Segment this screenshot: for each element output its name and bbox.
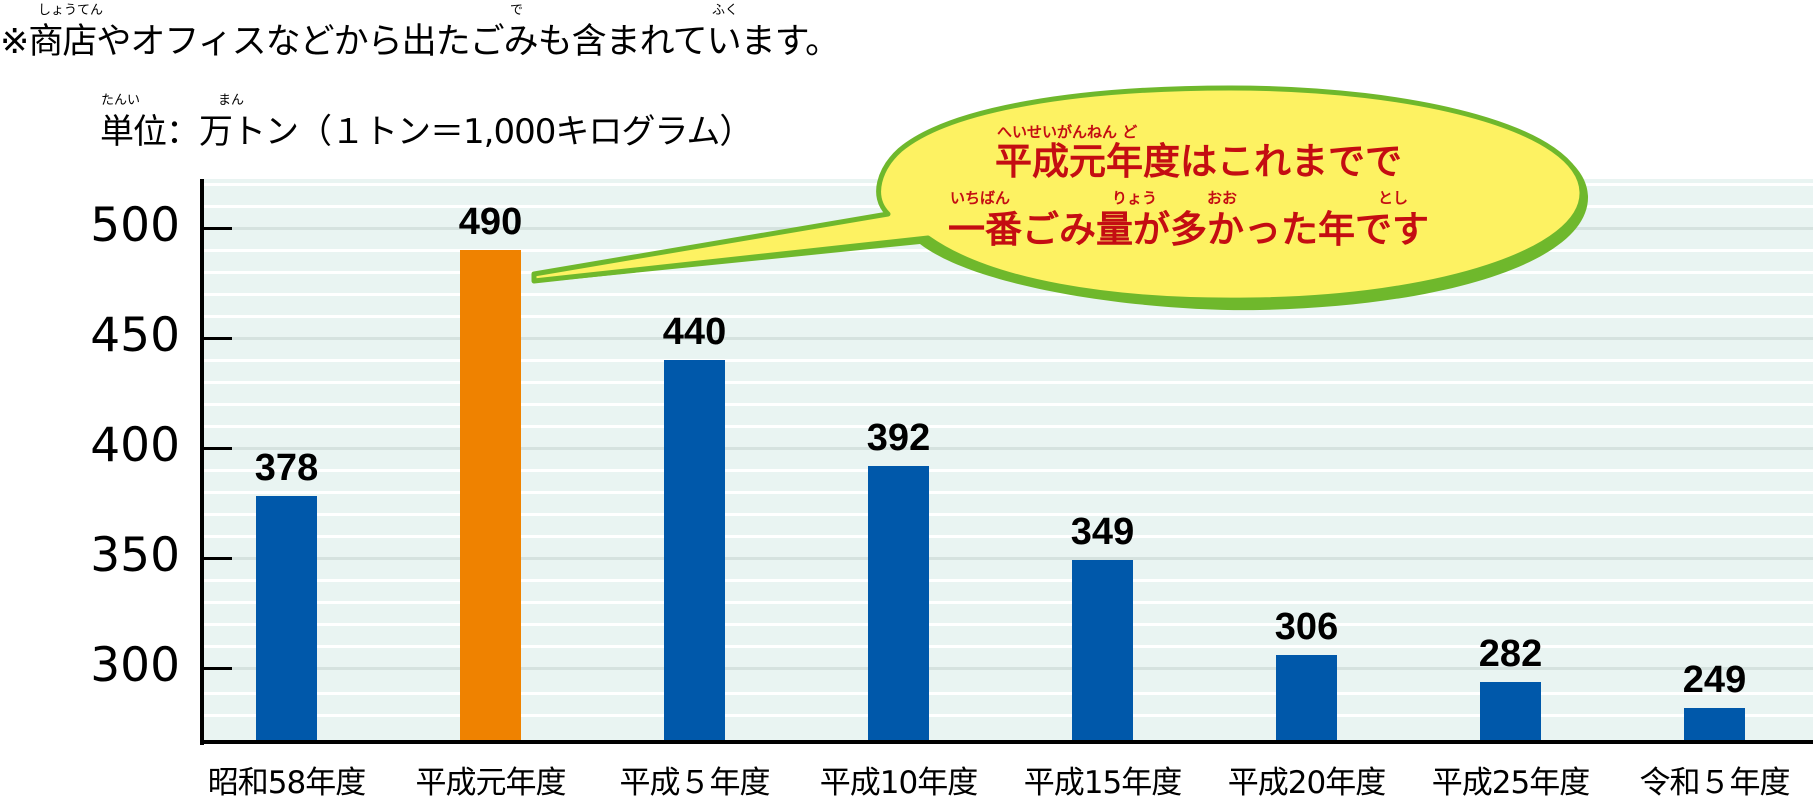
bar bbox=[256, 496, 317, 742]
minor-gridline bbox=[203, 315, 1813, 318]
bar-value-label: 490 bbox=[458, 201, 523, 243]
minor-gridline bbox=[203, 535, 1813, 538]
minor-gridline bbox=[203, 623, 1813, 626]
note-text: ※商店やオフィスなどから出たごみも含まれています。 bbox=[0, 22, 840, 62]
x-category-label: 平成15年度 bbox=[1023, 765, 1182, 801]
bar bbox=[1480, 682, 1541, 742]
y-tick bbox=[202, 227, 232, 230]
minor-gridline bbox=[203, 579, 1813, 582]
minor-gridline bbox=[203, 425, 1813, 428]
bar bbox=[664, 360, 725, 742]
callout-line-1: 平成元年度はこれまでで bbox=[995, 140, 1402, 183]
x-category-label: 平成５年度 bbox=[619, 765, 771, 801]
furigana: へいせいがんねん ど bbox=[997, 123, 1138, 141]
minor-gridline bbox=[203, 359, 1813, 362]
x-axis-line bbox=[200, 740, 1813, 744]
y-axis-line bbox=[200, 179, 204, 745]
y-tick bbox=[202, 667, 232, 670]
callout-shape bbox=[531, 85, 1585, 303]
furigana: まん bbox=[218, 93, 245, 108]
x-category-label: 平成元年度 bbox=[415, 765, 567, 801]
furigana: で bbox=[510, 3, 524, 18]
bar bbox=[1684, 707, 1745, 742]
y-tick bbox=[202, 447, 232, 450]
y-tick-label: 400 bbox=[90, 418, 180, 473]
minor-gridline bbox=[203, 491, 1813, 494]
minor-gridline bbox=[203, 714, 1813, 717]
y-tick bbox=[202, 557, 232, 560]
bar-value-label: 349 bbox=[1070, 511, 1135, 554]
x-category-label: 平成10年度 bbox=[819, 765, 978, 801]
minor-gridline bbox=[203, 692, 1813, 695]
furigana: おお bbox=[1207, 189, 1238, 207]
minor-gridline bbox=[203, 513, 1813, 516]
major-gridline bbox=[203, 667, 1813, 670]
bar-value-label: 440 bbox=[662, 311, 727, 353]
bar-value-label: 306 bbox=[1274, 605, 1339, 648]
unit-label: 単位：万トン（１トン＝1,000キログラム） bbox=[100, 112, 753, 152]
minor-gridline bbox=[203, 601, 1813, 604]
bar bbox=[1072, 560, 1133, 742]
x-category-label: 平成20年度 bbox=[1227, 765, 1386, 801]
bar-value-label: 392 bbox=[866, 416, 931, 459]
furigana: たんい bbox=[101, 93, 141, 108]
bar-value-label: 282 bbox=[1478, 633, 1543, 676]
minor-gridline bbox=[203, 403, 1813, 406]
minor-gridline bbox=[203, 645, 1813, 648]
y-tick-label: 450 bbox=[90, 308, 180, 363]
bar bbox=[460, 250, 521, 742]
y-tick-label: 350 bbox=[90, 528, 180, 583]
minor-gridline bbox=[203, 293, 1813, 296]
furigana: りょう bbox=[1112, 189, 1158, 207]
callout-line-2: 一番ごみ量が多かった年です bbox=[948, 208, 1429, 251]
furigana: しょうてん bbox=[38, 3, 104, 18]
major-gridline bbox=[203, 337, 1813, 340]
furigana: とし bbox=[1378, 189, 1409, 207]
major-gridline bbox=[203, 557, 1813, 560]
y-tick-label: 500 bbox=[90, 198, 180, 253]
major-gridline bbox=[203, 447, 1813, 450]
furigana: いちばん bbox=[950, 189, 1011, 207]
minor-gridline bbox=[203, 381, 1813, 384]
furigana: ふく bbox=[712, 3, 739, 18]
minor-gridline bbox=[203, 469, 1813, 472]
bar bbox=[868, 465, 929, 742]
x-category-label: 平成25年度 bbox=[1431, 765, 1590, 801]
x-category-label: 令和５年度 bbox=[1639, 765, 1791, 801]
bar-value-label: 249 bbox=[1682, 658, 1747, 701]
x-category-label: 昭和58年度 bbox=[207, 765, 366, 801]
y-tick-label: 300 bbox=[90, 638, 180, 693]
bar bbox=[1276, 654, 1337, 742]
bar-value-label: 378 bbox=[254, 447, 319, 490]
y-tick bbox=[202, 337, 232, 340]
